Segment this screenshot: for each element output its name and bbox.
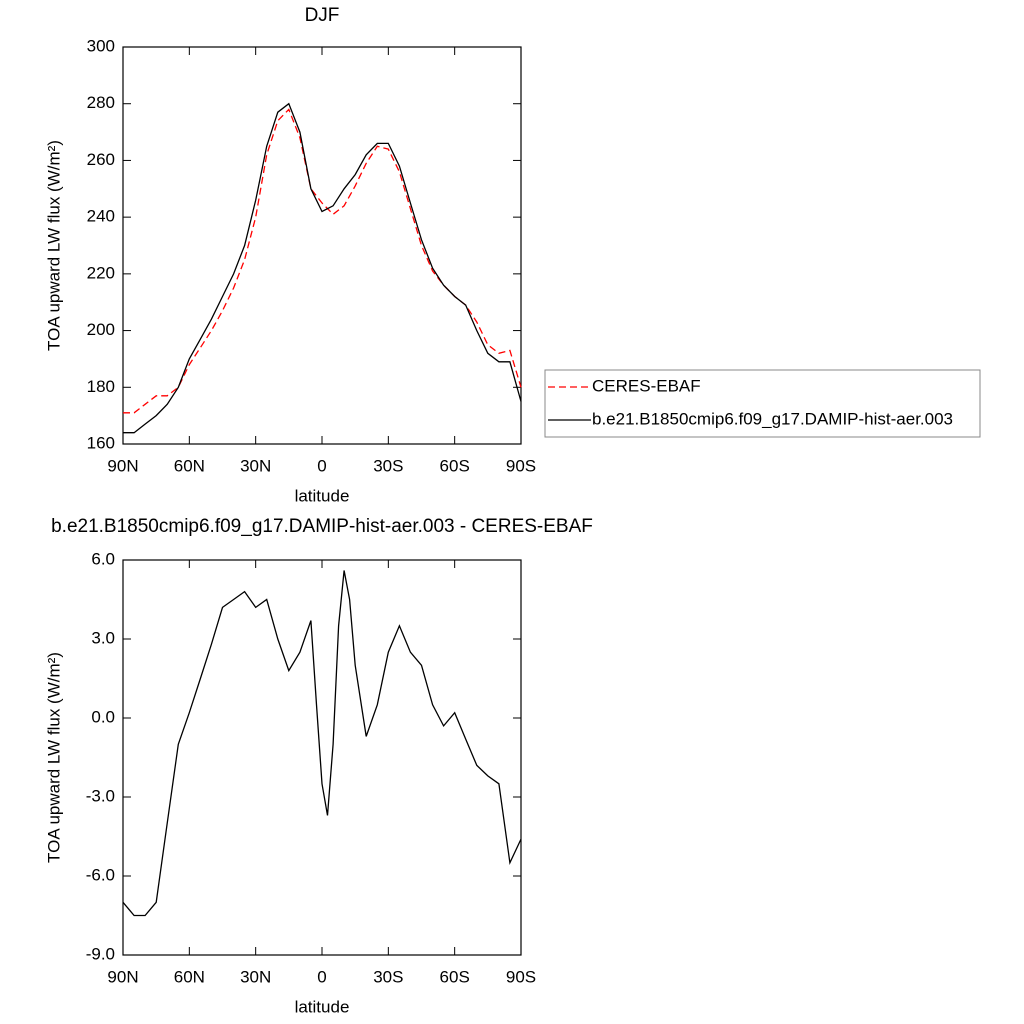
plot-frame [122,46,522,445]
x-axis-label: latitude [295,997,350,1016]
x-tick-label: 0 [317,456,326,475]
y-tick-label: 6.0 [91,549,115,568]
chart-title: DJF [305,5,340,26]
data-line [123,108,522,414]
data-line [123,102,522,434]
x-tick-label: 60S [440,967,470,986]
x-tick-label: 30N [240,967,271,986]
x-tick-label: 0 [317,967,326,986]
y-tick-label: -6.0 [86,865,115,884]
y-tick-label: 300 [87,36,115,55]
y-tick-label: 220 [87,263,115,282]
x-tick-label: 60S [440,456,470,475]
data-line [122,570,522,917]
y-tick-label: -9.0 [86,944,115,963]
x-tick-label: 90N [107,967,138,986]
y-tick-label: 0.0 [91,707,115,726]
y-tick-label: 3.0 [91,628,115,647]
x-tick-label: 30S [373,967,403,986]
x-tick-label: 30N [240,456,271,475]
x-tick-label: 60N [174,967,205,986]
chart-title: b.e21.B1850cmip6.f09_g17.DAMIP-hist-aer.… [51,516,593,537]
y-tick-label: 160 [87,433,115,452]
x-axis-label: latitude [295,486,350,505]
y-tick-label: 280 [87,93,115,112]
legend-box [544,369,981,438]
y-tick-label: 260 [87,150,115,169]
x-tick-label: 30S [373,456,403,475]
y-axis-label: TOA upward LW flux (W/m²) [44,652,63,863]
y-tick-label: 200 [87,320,115,339]
x-tick-label: 90S [506,456,536,475]
plot-frame [122,559,522,956]
legend-label: CERES-EBAF [592,376,701,395]
y-tick-label: -3.0 [86,786,115,805]
x-tick-label: 90S [506,967,536,986]
x-tick-label: 60N [174,456,205,475]
y-tick-label: 240 [87,207,115,226]
legend-label: b.e21.B1850cmip6.f09_g17.DAMIP-hist-aer.… [592,409,953,428]
y-tick-label: 180 [87,377,115,396]
x-tick-label: 90N [107,456,138,475]
y-axis-label: TOA upward LW flux (W/m²) [44,140,63,351]
